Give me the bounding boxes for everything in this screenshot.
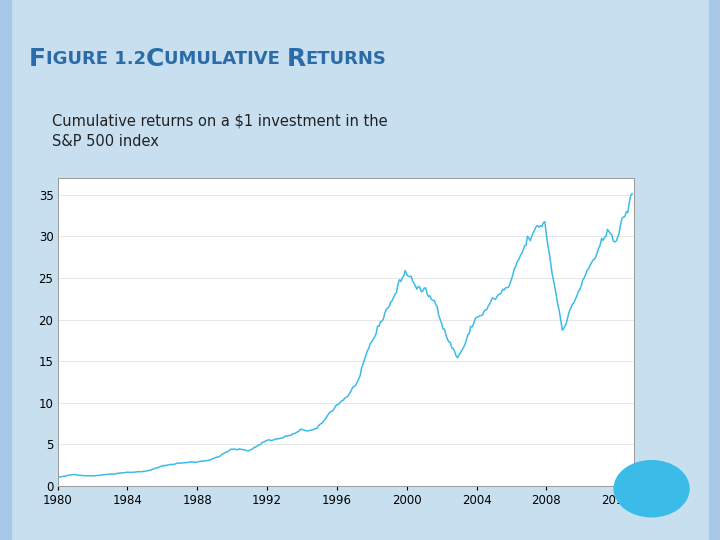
- Text: F: F: [29, 48, 46, 71]
- Text: C: C: [146, 48, 164, 71]
- Text: ETURNS: ETURNS: [306, 50, 387, 69]
- Text: IGURE 1.2: IGURE 1.2: [46, 50, 146, 69]
- Text: R: R: [287, 48, 306, 71]
- Text: UMULATIVE: UMULATIVE: [164, 50, 287, 69]
- Text: Cumulative returns on a $1 investment in the
S&P 500 index: Cumulative returns on a $1 investment in…: [52, 114, 387, 148]
